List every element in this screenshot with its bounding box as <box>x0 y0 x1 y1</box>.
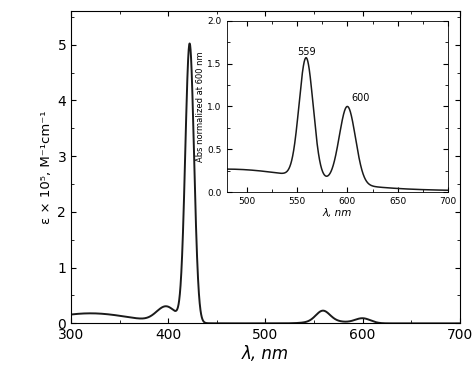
Y-axis label: ε × 10⁵, M⁻¹cm⁻¹: ε × 10⁵, M⁻¹cm⁻¹ <box>40 111 53 224</box>
X-axis label: λ, nm: λ, nm <box>242 345 289 363</box>
